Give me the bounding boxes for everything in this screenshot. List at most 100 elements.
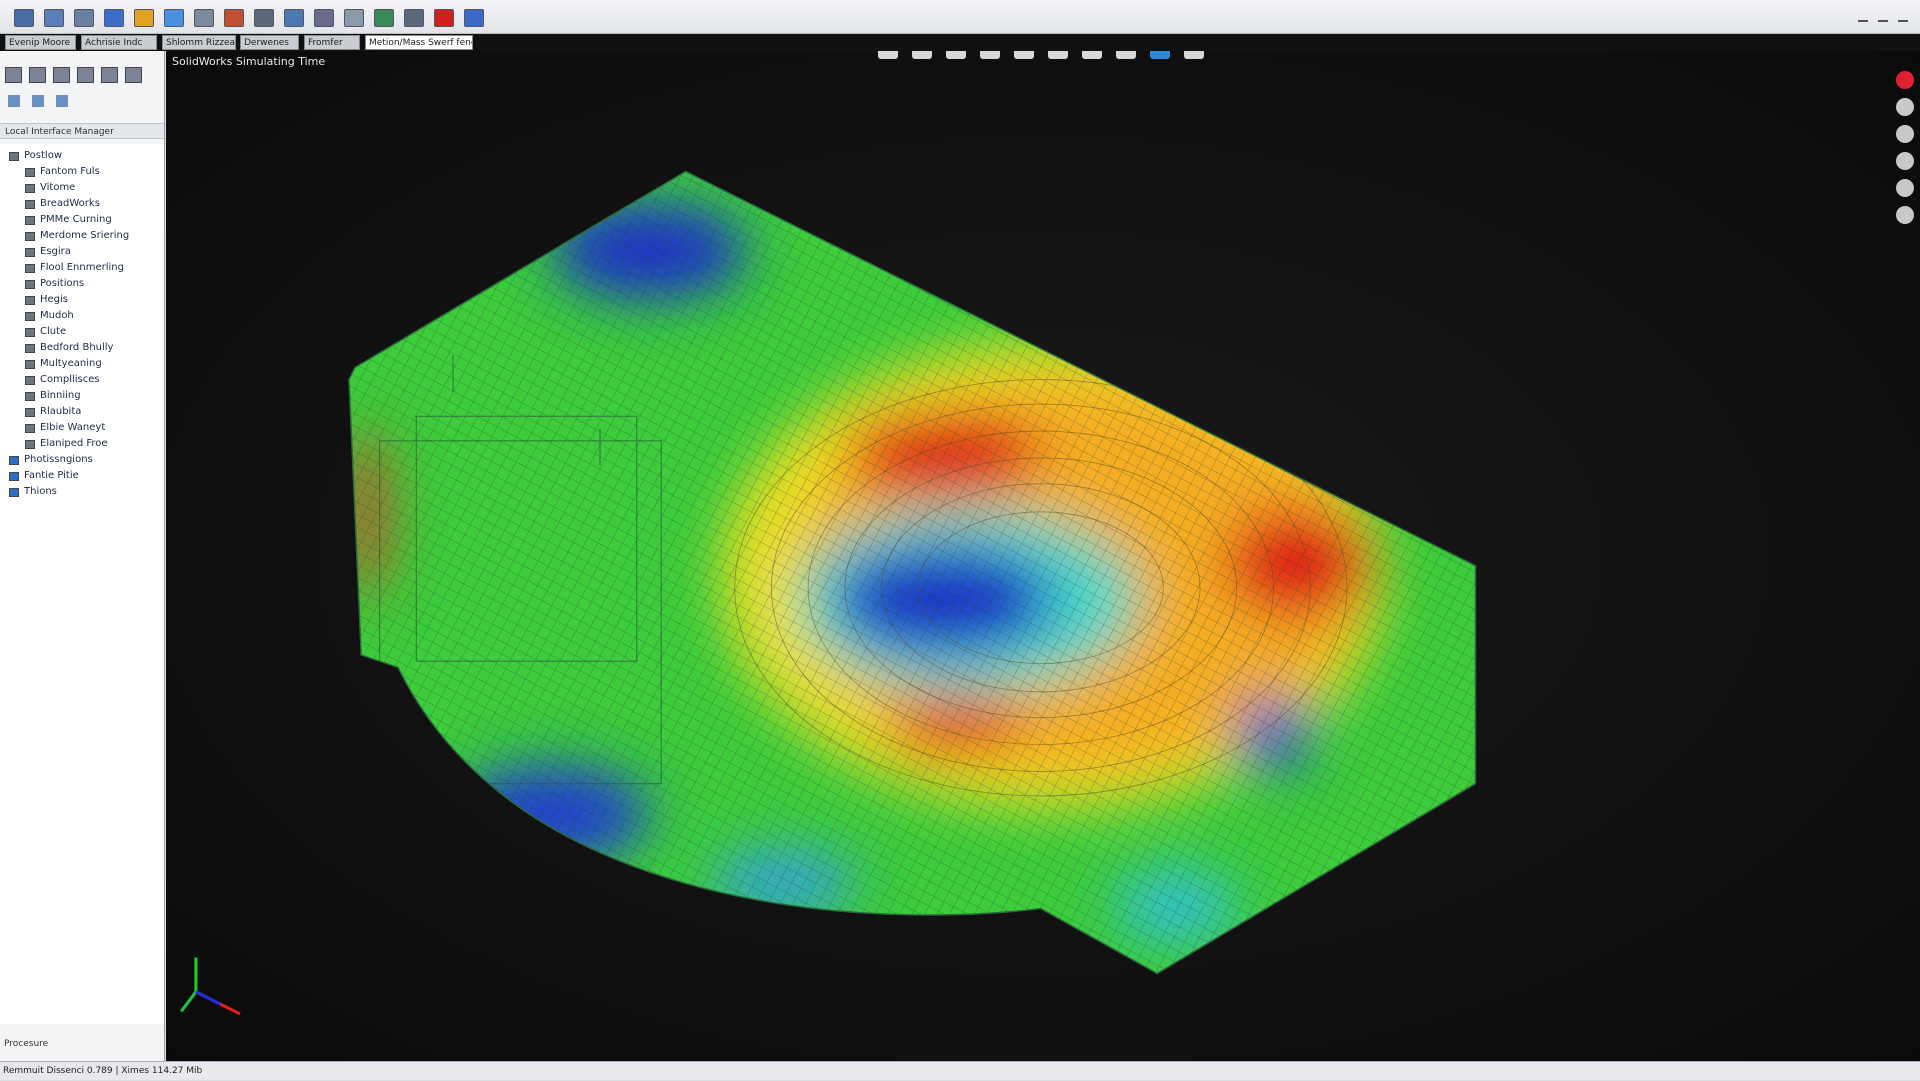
tree-icon — [25, 360, 35, 369]
view-tool[interactable] — [980, 51, 1000, 59]
toolbar-button[interactable] — [344, 9, 364, 27]
mesh-shape — [415, 415, 638, 662]
toolbar-button[interactable] — [44, 9, 64, 27]
tree-item[interactable]: Elaniped Froe — [25, 438, 108, 449]
toolbar-button[interactable] — [404, 9, 424, 27]
side-tool[interactable] — [1896, 71, 1914, 89]
toolbar-button[interactable] — [284, 9, 304, 27]
tree-item[interactable]: Clute — [25, 326, 67, 337]
view-tool[interactable] — [1184, 51, 1204, 59]
tab[interactable]: Fromfer — [304, 35, 360, 50]
mesh-shape — [348, 171, 1476, 974]
toolbar-button[interactable] — [464, 9, 484, 27]
toolbar-button[interactable] — [14, 9, 34, 27]
tree-item[interactable]: Compllisces — [25, 374, 100, 385]
panel-tool[interactable] — [53, 67, 70, 83]
tree-item[interactable]: Bedford Bhully — [25, 342, 113, 353]
tree-item[interactable]: Photissngions — [9, 454, 93, 465]
side-tool[interactable] — [1896, 179, 1914, 197]
panel-tool[interactable] — [8, 95, 20, 107]
view-tool[interactable] — [1116, 51, 1136, 59]
toolbar-button[interactable] — [224, 9, 244, 27]
toolbar-button[interactable] — [134, 9, 154, 27]
view-tool[interactable] — [1150, 51, 1170, 59]
viewport-title: SolidWorks Simulating Time — [172, 55, 326, 68]
tree-label: Photissngions — [24, 454, 93, 465]
tree-item[interactable]: Thions — [9, 486, 57, 497]
tree-label: Clute — [40, 326, 67, 337]
tree-icon — [25, 424, 35, 433]
toolbar-button[interactable] — [74, 9, 94, 27]
tree-label: Fantie Pitie — [24, 470, 79, 481]
tree-item[interactable]: PMMe Curning — [25, 214, 112, 225]
tree-item[interactable]: Hegis — [25, 294, 68, 305]
toolbar — [0, 0, 1920, 34]
tree-item[interactable]: Fantom Fuls — [25, 166, 100, 177]
tree-icon — [25, 312, 35, 321]
toolbar-button[interactable] — [434, 9, 454, 27]
tree-icon — [9, 488, 19, 497]
tree-label: Fantom Fuls — [40, 166, 100, 177]
toolbar-button[interactable] — [374, 9, 394, 27]
tree-label: Positions — [40, 278, 85, 289]
tree-item[interactable]: Multyeaning — [25, 358, 102, 369]
panel-tool[interactable] — [77, 67, 94, 83]
fea-model — [180, 170, 1477, 1016]
tree-item[interactable]: Merdome Sriering — [25, 230, 129, 241]
side-tool[interactable] — [1896, 98, 1914, 116]
panel-tool[interactable] — [29, 67, 46, 83]
toolbar-button[interactable] — [254, 9, 274, 27]
window-control[interactable] — [1878, 20, 1888, 22]
panel-tool[interactable] — [32, 95, 44, 107]
view-tool[interactable] — [946, 51, 966, 59]
panel-footer: Procesure — [4, 1039, 49, 1049]
tree-icon — [25, 200, 35, 209]
mesh-shape — [195, 990, 222, 1006]
tree-item[interactable]: Postlow — [9, 150, 62, 161]
window-control[interactable] — [1858, 20, 1868, 22]
tab[interactable]: Evenip Moore — [5, 35, 76, 50]
panel-tool[interactable] — [125, 67, 142, 83]
tree-label: Elaniped Froe — [40, 438, 108, 449]
view-tool[interactable] — [1048, 51, 1068, 59]
toolbar-button[interactable] — [194, 9, 214, 27]
tree-label: Elbie Waneyt — [40, 422, 106, 433]
tree-label: Multyeaning — [40, 358, 102, 369]
window-control[interactable] — [1898, 20, 1908, 22]
side-tool[interactable] — [1896, 125, 1914, 143]
view-tool[interactable] — [1014, 51, 1034, 59]
tree-icon — [25, 184, 35, 193]
view-tool[interactable] — [878, 51, 898, 59]
tab[interactable]: Shlomm Rizzea — [162, 35, 236, 50]
tree-icon — [25, 328, 35, 337]
tree-icon — [25, 232, 35, 241]
tree-item[interactable]: Positions — [25, 278, 85, 289]
mesh-shape — [180, 990, 198, 1013]
tab[interactable]: Derwenes — [240, 35, 299, 50]
mesh-shape — [348, 170, 1477, 975]
tree-item[interactable]: Esgira — [25, 246, 71, 257]
tree-item[interactable]: Fantie Pitie — [9, 470, 79, 481]
mesh-shape — [378, 440, 662, 785]
tree-item[interactable]: Binniing — [25, 390, 81, 401]
tree-label: Compllisces — [40, 374, 100, 385]
tree-item[interactable]: Flool Ennmerling — [25, 262, 124, 273]
panel-tool[interactable] — [56, 95, 68, 107]
view-tool[interactable] — [912, 51, 932, 59]
side-tool[interactable] — [1896, 206, 1914, 224]
tree-item[interactable]: Mudoh — [25, 310, 74, 321]
tree-item[interactable]: Elbie Waneyt — [25, 422, 106, 433]
panel-tool[interactable] — [101, 67, 118, 83]
panel-tool[interactable] — [5, 67, 22, 83]
tree-item[interactable]: Rlaubita — [25, 406, 81, 417]
tree-item[interactable]: BreadWorks — [25, 198, 100, 209]
toolbar-button[interactable] — [164, 9, 184, 27]
tree-item[interactable]: Vitome — [25, 182, 75, 193]
toolbar-button[interactable] — [104, 9, 124, 27]
tab[interactable]: Metion/Mass Swerf fenck — [365, 35, 473, 50]
tab[interactable]: Achrisie Indc — [81, 35, 157, 50]
toolbar-button[interactable] — [314, 9, 334, 27]
view-tool[interactable] — [1082, 51, 1102, 59]
side-tool[interactable] — [1896, 152, 1914, 170]
